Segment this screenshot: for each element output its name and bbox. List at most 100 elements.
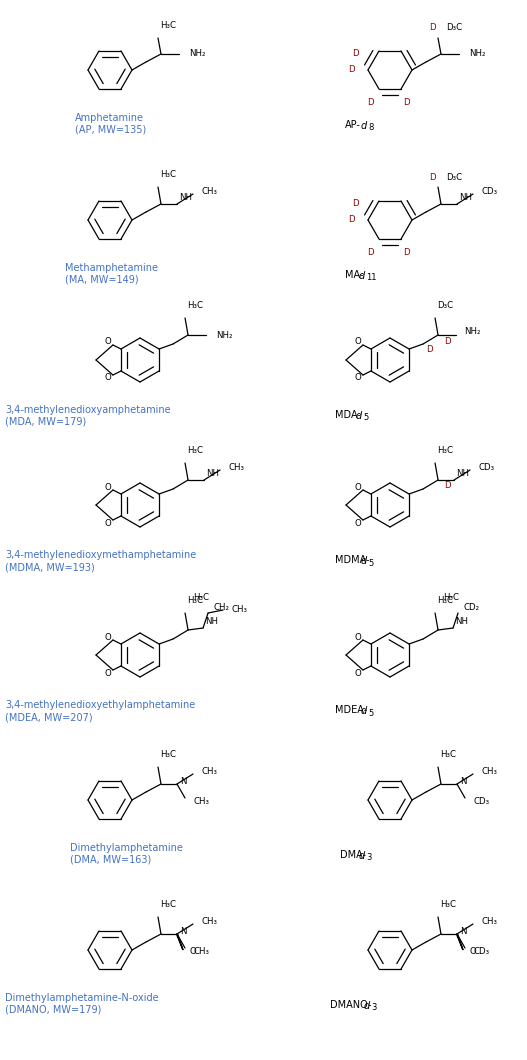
Text: NH₂: NH₂	[189, 50, 206, 58]
Text: 5: 5	[368, 559, 373, 567]
Text: CH₃: CH₃	[231, 605, 247, 615]
Text: D: D	[352, 198, 358, 208]
Text: N: N	[180, 928, 187, 936]
Text: DMA-: DMA-	[340, 850, 366, 860]
Text: NH₂: NH₂	[464, 328, 481, 336]
Polygon shape	[177, 934, 183, 950]
Text: D: D	[348, 66, 354, 74]
Text: 11: 11	[366, 273, 376, 283]
Text: $d$: $d$	[360, 119, 368, 131]
Text: H₃C: H₃C	[160, 21, 176, 30]
Text: H₃C: H₃C	[160, 750, 176, 759]
Text: Amphetamine: Amphetamine	[75, 113, 144, 123]
Text: AP-: AP-	[345, 120, 361, 130]
Text: D: D	[430, 23, 436, 33]
Text: H₃C: H₃C	[437, 446, 453, 455]
Text: CH₃: CH₃	[481, 917, 497, 925]
Text: H₃C: H₃C	[440, 900, 456, 909]
Text: D₃C: D₃C	[437, 301, 453, 310]
Text: CH₃: CH₃	[193, 947, 209, 955]
Text: O: O	[355, 482, 362, 492]
Text: D: D	[367, 99, 373, 107]
Text: (DMANO, MW=179): (DMANO, MW=179)	[5, 1005, 101, 1015]
Text: CD₂: CD₂	[463, 603, 479, 613]
Text: O: O	[104, 337, 111, 347]
Text: H₃C: H₃C	[160, 900, 176, 909]
Text: D₃C: D₃C	[446, 173, 462, 181]
Text: N: N	[460, 928, 466, 936]
Text: NH: NH	[179, 193, 192, 201]
Text: D: D	[367, 248, 373, 258]
Text: Dimethylamphetamine-N-oxide: Dimethylamphetamine-N-oxide	[5, 993, 159, 1003]
Text: NH: NH	[456, 469, 469, 477]
Text: (MDA, MW=179): (MDA, MW=179)	[5, 417, 86, 427]
Text: D: D	[426, 346, 433, 354]
Text: O: O	[355, 518, 362, 528]
Text: $d$: $d$	[360, 554, 368, 566]
Text: CD₃: CD₃	[473, 796, 489, 806]
Text: D₃C: D₃C	[446, 23, 462, 33]
Text: $d$: $d$	[363, 999, 371, 1011]
Text: O: O	[104, 482, 111, 492]
Text: 3,4-methylenedioxyethylamphetamine: 3,4-methylenedioxyethylamphetamine	[5, 700, 195, 710]
Text: (MA, MW=149): (MA, MW=149)	[65, 275, 139, 285]
Text: MDEA-: MDEA-	[335, 705, 367, 716]
Text: D: D	[444, 481, 451, 491]
Text: Methamphetamine: Methamphetamine	[65, 263, 158, 273]
Text: 8: 8	[368, 124, 373, 132]
Text: H₃C: H₃C	[440, 750, 456, 759]
Text: (DMA, MW=163): (DMA, MW=163)	[70, 855, 151, 865]
Text: D: D	[403, 248, 409, 258]
Text: D: D	[352, 49, 358, 57]
Text: CH₃: CH₃	[201, 917, 217, 925]
Text: H₃C: H₃C	[187, 446, 203, 455]
Text: H₃C: H₃C	[187, 596, 203, 605]
Text: DMANO-: DMANO-	[330, 1000, 372, 1010]
Text: $d$: $d$	[360, 704, 368, 716]
Text: 3: 3	[371, 1004, 376, 1012]
Text: D: D	[348, 215, 354, 225]
Text: CH₃: CH₃	[201, 187, 217, 195]
Text: H₃C: H₃C	[437, 596, 453, 605]
Text: CD₃: CD₃	[478, 462, 494, 472]
Text: CH₃: CH₃	[228, 462, 244, 472]
Text: H₃C: H₃C	[193, 593, 209, 602]
Text: (MDEA, MW=207): (MDEA, MW=207)	[5, 712, 93, 722]
Text: O: O	[355, 373, 362, 383]
Text: O: O	[104, 518, 111, 528]
Text: CD₃: CD₃	[481, 187, 497, 195]
Text: O: O	[469, 948, 476, 956]
Text: CD₃: CD₃	[473, 947, 489, 955]
Text: H₃C: H₃C	[443, 593, 459, 602]
Text: CH₃: CH₃	[193, 796, 209, 806]
Text: 5: 5	[368, 708, 373, 718]
Text: O: O	[189, 948, 196, 956]
Text: NH: NH	[205, 617, 218, 625]
Text: 5: 5	[363, 413, 368, 423]
Text: (MDMA, MW=193): (MDMA, MW=193)	[5, 562, 95, 572]
Text: CH₃: CH₃	[481, 766, 497, 776]
Text: H₃C: H₃C	[160, 170, 176, 179]
Text: (AP, MW=135): (AP, MW=135)	[75, 125, 147, 135]
Text: H₃C: H₃C	[187, 301, 203, 310]
Text: D: D	[430, 173, 436, 181]
Text: CH₂: CH₂	[213, 603, 229, 613]
Text: MA-: MA-	[345, 270, 364, 280]
Text: $d$: $d$	[355, 409, 363, 421]
Text: O: O	[355, 337, 362, 347]
Text: O: O	[355, 633, 362, 641]
Text: NH: NH	[206, 469, 219, 477]
Text: D: D	[403, 99, 409, 107]
Text: 3,4-methylenedioxyamphetamine: 3,4-methylenedioxyamphetamine	[5, 405, 171, 416]
Text: NH: NH	[459, 193, 472, 201]
Polygon shape	[456, 934, 463, 950]
Text: $d$: $d$	[358, 849, 366, 861]
Text: N: N	[460, 777, 466, 787]
Text: D: D	[444, 336, 451, 346]
Text: N: N	[180, 777, 187, 787]
Text: O: O	[104, 669, 111, 677]
Text: O: O	[355, 669, 362, 677]
Text: NH₂: NH₂	[216, 331, 232, 339]
Text: CH₃: CH₃	[201, 766, 217, 776]
Text: MDA-: MDA-	[335, 410, 361, 420]
